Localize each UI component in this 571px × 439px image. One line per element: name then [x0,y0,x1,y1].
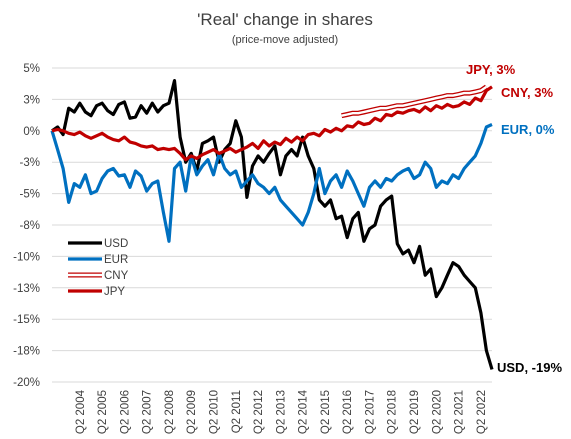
chart-subtitle: (price-move adjusted) [232,34,338,46]
series-line-eur [50,123,493,243]
legend-label-cny: CNY [104,270,129,282]
x-tick-label: Q2 2006 [119,390,131,434]
x-tick-label: Q2 2011 [231,390,243,433]
legend-label-jpy: JPY [104,286,125,298]
y-tick-label: 5% [23,63,40,75]
series-line-cny-inner [341,85,488,117]
x-tick-label: Q2 2010 [209,390,221,434]
y-axis: 5% 3% 0% -3% -5% -8% -10% -13% -15% -18% -20% [13,63,40,389]
x-tick-label: Q2 2005 [97,390,109,434]
y-tick-label: -8% [20,220,40,232]
y-tick-label: -18% [13,346,40,358]
chart-title: 'Real' change in shares [197,10,373,29]
series-line-jpy [51,85,493,162]
x-tick-label: Q2 2021 [454,390,466,434]
x-tick-label: Q2 2009 [186,390,198,434]
y-tick-label: 3% [23,94,40,106]
y-tick-label: -15% [13,314,40,326]
y-tick-label: -20% [13,377,40,389]
x-tick-label: Q2 2004 [75,389,87,434]
end-labels: USD, -19% EUR, 0% CNY, 3% JPY, 3% [466,62,562,375]
end-label-eur: EUR, 0% [501,122,555,137]
y-tick-label: -3% [20,157,40,169]
x-tick-label: Q2 2014 [298,389,310,434]
series-line-usd [51,78,494,370]
x-tick-label: Q2 2022 [476,390,488,434]
legend-label-usd: USD [104,238,128,250]
y-tick-label: 0% [23,126,40,138]
end-label-cny: CNY, 3% [501,85,553,100]
x-tick-label: Q2 2017 [364,390,376,434]
legend: USD EUR CNY JPY [68,238,129,298]
end-label-usd: USD, -19% [497,360,562,375]
end-label-jpy: JPY, 3% [466,62,516,77]
x-tick-label: Q2 2016 [342,390,354,434]
y-tick-label: -13% [13,283,40,295]
x-tick-label: Q2 2019 [409,390,421,434]
x-tick-label: Q2 2018 [387,390,399,434]
x-tick-label: Q2 2007 [142,390,154,434]
x-tick-label: Q2 2012 [253,390,265,434]
x-tick-label: Q2 2013 [275,390,287,434]
y-tick-label: -10% [13,251,40,263]
x-tick-label: Q2 2008 [164,390,176,434]
x-tick-label: Q2 2015 [320,390,332,434]
x-tick-label: Q2 2020 [431,390,443,434]
series-lines [50,78,494,370]
legend-label-eur: EUR [104,254,128,266]
x-axis: Q2 2004 Q2 2005 Q2 2006 Q2 2007 Q2 2008 Q2 20… [75,389,488,434]
gridlines [52,67,492,383]
y-tick-label: -5% [20,189,40,201]
